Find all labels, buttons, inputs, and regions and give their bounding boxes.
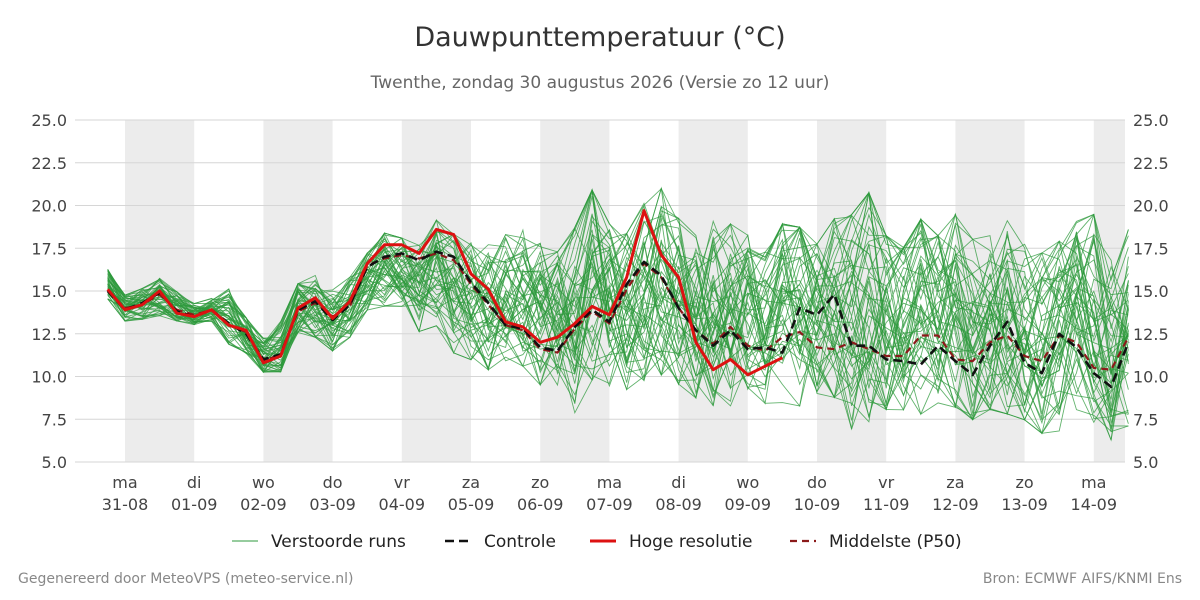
y-tick-label-right: 7.5 xyxy=(1133,410,1158,429)
ensemble-member-line xyxy=(107,246,1129,441)
median-series-line xyxy=(106,252,1130,371)
x-tick-date: 07-09 xyxy=(586,495,633,514)
ensemble-member-line xyxy=(107,189,1129,421)
y-tick-label-right: 25.0 xyxy=(1133,111,1169,130)
chart-subtitle: Twenthe, zondag 30 augustus 2026 (Versie… xyxy=(370,73,830,93)
legend-label-ensemble: Verstoorde runs xyxy=(271,532,406,552)
y-tick-label-left: 7.5 xyxy=(42,410,67,429)
x-tick-weekday: wo xyxy=(252,473,275,492)
control-series-line xyxy=(106,250,1130,389)
main-series xyxy=(106,209,1130,389)
chart-title: Dauwpunttemperatuur (°C) xyxy=(414,22,786,53)
x-tick-date: 31-08 xyxy=(102,495,149,514)
ensemble-member-line xyxy=(107,218,1129,414)
ensemble-member-line xyxy=(107,206,1129,423)
x-tick-date: 12-09 xyxy=(932,495,979,514)
legend-label-hires: Hoge resolutie xyxy=(629,532,753,552)
ensemble-member-line xyxy=(107,237,1129,434)
legend: Verstoorde runs Controle Hoge resolutie Mid… xyxy=(232,532,962,552)
y-tick-label-right: 12.5 xyxy=(1133,325,1169,344)
x-tick-date: 06-09 xyxy=(517,495,564,514)
x-tick-date: 03-09 xyxy=(309,495,356,514)
y-tick-label-left: 15.0 xyxy=(31,282,67,301)
footer-source: Bron: ECMWF AIFS/KNMI Ens xyxy=(982,571,1182,587)
y-tick-label-right: 22.5 xyxy=(1133,154,1169,173)
x-tick-weekday: do xyxy=(323,473,343,492)
x-tick-date: 08-09 xyxy=(655,495,702,514)
x-tick-date: 11-09 xyxy=(863,495,910,514)
x-tick-weekday: do xyxy=(807,473,827,492)
ensemble-member-line xyxy=(107,202,1129,410)
y-axis-left: 5.0 7.5 10.0 12.5 15.0 17.5 20.0 22.5 25.0 xyxy=(31,111,67,472)
x-axis: ma 31-08 di 01-09 wo 02-09 do 03-09 vr 04-09 za 05-… xyxy=(102,473,1117,514)
footer-generator: Gegenereerd door MeteoVPS (meteo-service… xyxy=(18,571,354,587)
x-tick-weekday: ma xyxy=(112,473,137,492)
hires-series-line xyxy=(106,209,784,377)
ensemble-member-line xyxy=(107,232,1129,433)
ensemble-member-line xyxy=(107,213,1129,371)
x-tick-weekday: zo xyxy=(531,473,549,492)
x-tick-weekday: vr xyxy=(394,473,410,492)
legend-label-median: Middelste (P50) xyxy=(829,532,962,552)
ensemble-member-line xyxy=(107,215,1129,405)
x-tick-weekday: za xyxy=(462,473,480,492)
legend-label-control: Controle xyxy=(484,532,556,552)
x-tick-date: 04-09 xyxy=(379,495,426,514)
y-tick-label-right: 20.0 xyxy=(1133,197,1169,216)
x-tick-date: 09-09 xyxy=(725,495,772,514)
x-tick-date: 05-09 xyxy=(448,495,495,514)
x-tick-weekday: vr xyxy=(878,473,894,492)
y-tick-label-left: 20.0 xyxy=(31,197,67,216)
ensemble-member-line xyxy=(107,208,1129,424)
x-tick-weekday: wo xyxy=(736,473,759,492)
grid-lines xyxy=(75,119,1125,463)
x-tick-weekday: zo xyxy=(1016,473,1034,492)
ensemble-member-line xyxy=(107,188,1129,429)
x-tick-weekday: di xyxy=(187,473,202,492)
y-tick-label-left: 22.5 xyxy=(31,154,67,173)
x-tick-date: 14-09 xyxy=(1071,495,1118,514)
x-tick-weekday: za xyxy=(946,473,964,492)
y-tick-label-left: 10.0 xyxy=(31,368,67,387)
y-axis-right: 5.0 7.5 10.0 12.5 15.0 17.5 20.0 22.5 25.0 xyxy=(1133,111,1169,472)
ensemble-member-line xyxy=(107,186,1129,408)
y-tick-label-right: 15.0 xyxy=(1133,282,1169,301)
x-tick-weekday: di xyxy=(671,473,686,492)
x-tick-date: 10-09 xyxy=(794,495,841,514)
x-tick-weekday: ma xyxy=(597,473,622,492)
y-tick-label-left: 12.5 xyxy=(31,325,67,344)
y-tick-label-right: 10.0 xyxy=(1133,368,1169,387)
ensemble-lines xyxy=(107,186,1129,442)
ensemble-member-line xyxy=(107,188,1129,416)
ensemble-member-line xyxy=(107,191,1129,405)
x-tick-weekday: ma xyxy=(1081,473,1106,492)
y-tick-label-left: 17.5 xyxy=(31,239,67,258)
x-tick-date: 02-09 xyxy=(240,495,287,514)
y-tick-label-right: 17.5 xyxy=(1133,239,1169,258)
ensemble-member-line xyxy=(107,205,1129,407)
y-tick-label-right: 5.0 xyxy=(1133,453,1158,472)
y-tick-label-left: 5.0 xyxy=(42,453,67,472)
x-tick-date: 13-09 xyxy=(1001,495,1048,514)
x-tick-date: 01-09 xyxy=(171,495,218,514)
ensemble-member-line xyxy=(107,188,1129,398)
y-tick-label-left: 25.0 xyxy=(31,111,67,130)
